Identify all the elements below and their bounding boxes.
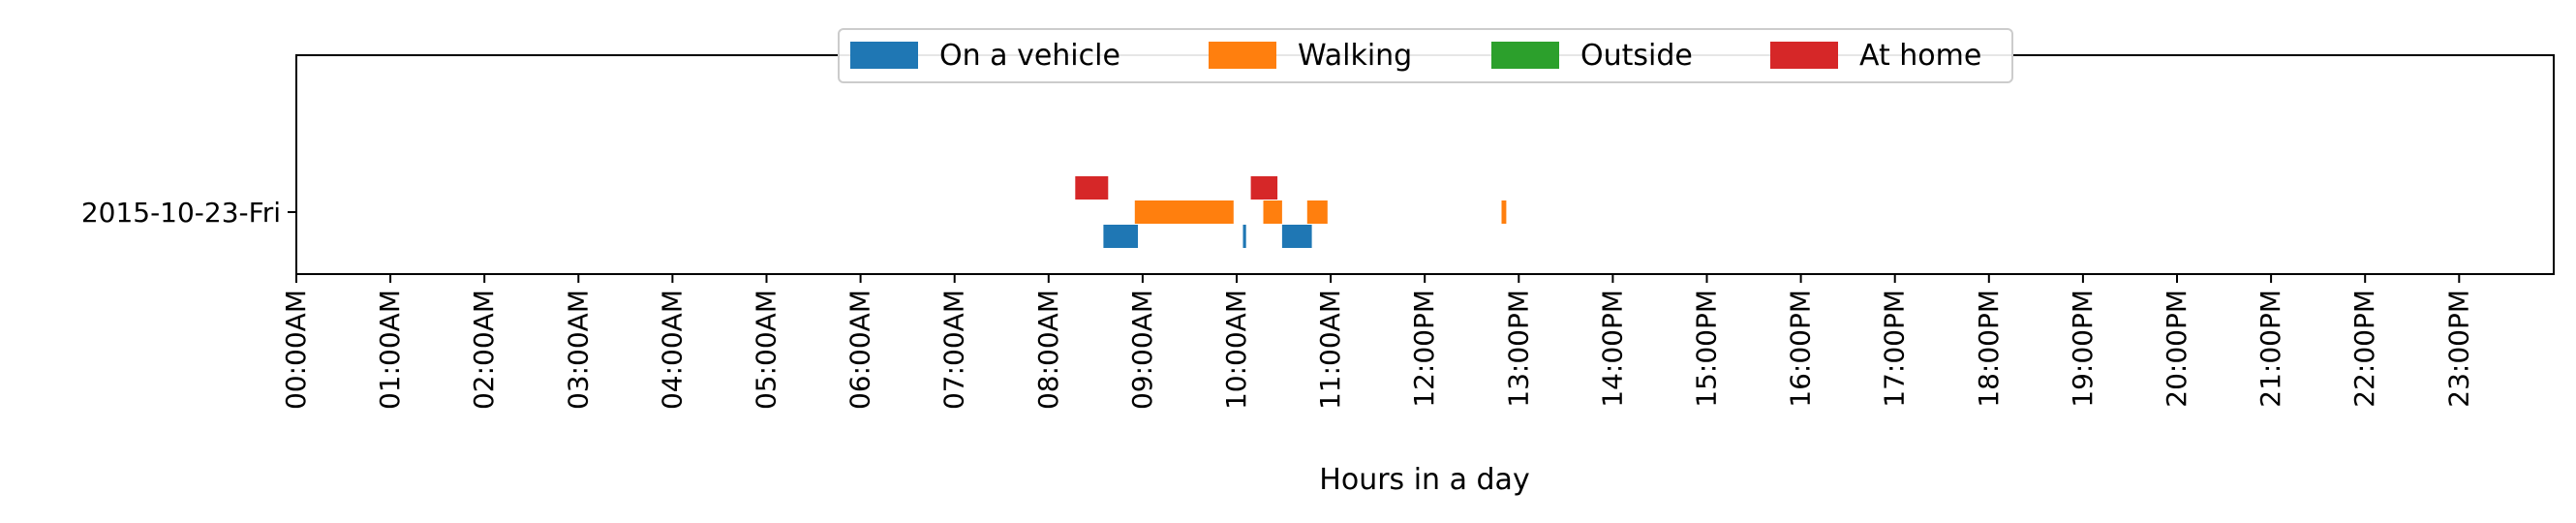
x-tick-label: 14:00PM (1596, 290, 1628, 408)
x-tick-label: 17:00PM (1879, 290, 1911, 408)
legend: On a vehicle Walking Outside At home (838, 28, 2013, 83)
x-axis-label: Hours in a day (1319, 463, 1529, 497)
x-tick-label: 01:00AM (374, 290, 406, 410)
x-tick-label: 02:00AM (468, 290, 500, 410)
y-axis: 2015-10-23-Fri (81, 197, 296, 229)
walking-segment-4 (1501, 200, 1507, 224)
y-tick-label: 2015-10-23-Fri (81, 197, 281, 229)
x-axis: 00:00AM 01:00AM 02:00AM 03:00AM 04:00AM 05:00… (280, 274, 2474, 410)
x-tick-label: 13:00PM (1502, 290, 1534, 408)
x-tick-label: 16:00PM (1785, 290, 1817, 408)
legend-label-on-a-vehicle: On a vehicle (939, 39, 1120, 73)
x-tick-label: 22:00PM (2348, 290, 2380, 408)
legend-swatch-at-home (1770, 42, 1838, 69)
x-tick-label: 23:00PM (2442, 290, 2474, 408)
on-a-vehicle-segment-1 (1103, 225, 1138, 248)
legend-label-walking: Walking (1298, 39, 1412, 73)
x-tick-label: 18:00PM (1973, 290, 2005, 408)
x-tick-label: 05:00AM (751, 290, 782, 410)
x-tick-label: 03:00AM (562, 290, 594, 410)
legend-swatch-walking (1209, 42, 1276, 69)
legend-box (838, 28, 2013, 83)
x-tick-label: 00:00AM (280, 290, 312, 410)
legend-label-at-home: At home (1859, 39, 1981, 73)
legend-label-outside: Outside (1580, 39, 1693, 73)
on-a-vehicle-segment-3 (1281, 225, 1312, 248)
legend-swatch-on-a-vehicle (850, 42, 918, 69)
at-home-segment-2 (1250, 176, 1278, 200)
x-tick-label: 04:00AM (656, 290, 688, 410)
x-tick-label: 15:00PM (1691, 290, 1723, 408)
legend-swatch-outside (1491, 42, 1559, 69)
x-tick-label: 10:00AM (1220, 290, 1252, 410)
x-tick-label: 20:00PM (2161, 290, 2193, 408)
plot-area (296, 55, 2554, 274)
walking-segment-1 (1134, 200, 1234, 224)
x-tick-label: 12:00PM (1408, 290, 1440, 408)
x-tick-label: 07:00AM (938, 290, 970, 410)
on-a-vehicle-segment-2 (1242, 225, 1246, 248)
x-tick-label: 21:00PM (2254, 290, 2286, 408)
x-tick-label: 09:00AM (1126, 290, 1158, 410)
x-tick-label: 06:00AM (844, 290, 876, 410)
walking-segment-2 (1263, 200, 1282, 224)
walking-segment-3 (1306, 200, 1328, 224)
x-tick-label: 08:00AM (1032, 290, 1064, 410)
activity-bars (1075, 176, 1507, 248)
x-tick-label: 11:00AM (1314, 290, 1346, 410)
at-home-segment-1 (1075, 176, 1109, 200)
x-tick-label: 19:00PM (2067, 290, 2099, 408)
